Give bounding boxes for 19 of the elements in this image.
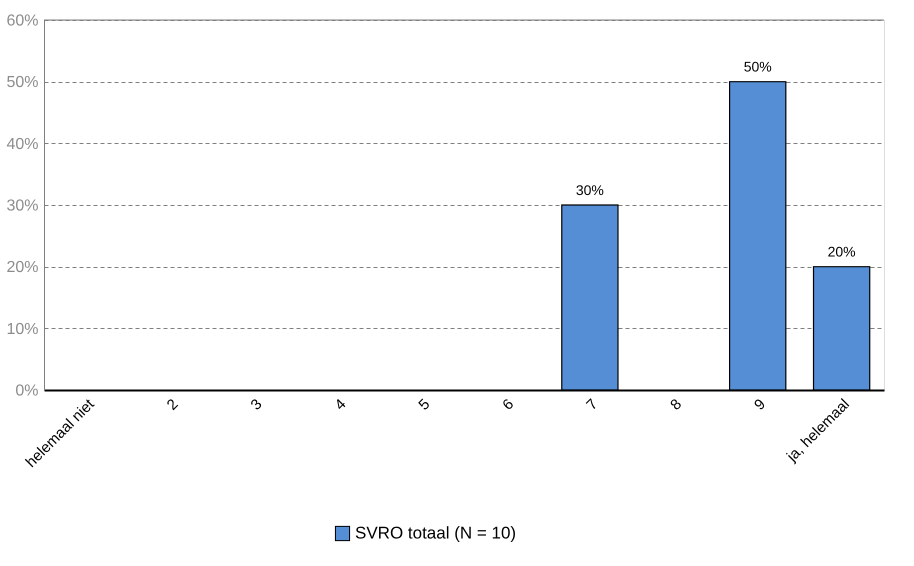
y-tick-label: 0% <box>15 382 38 400</box>
x-tick-label: 4 <box>332 396 350 414</box>
data-label: 20% <box>828 244 856 260</box>
y-tick-label: 10% <box>6 320 38 338</box>
y-tick-label: 20% <box>6 259 38 276</box>
x-tick-label: 6 <box>499 396 518 414</box>
x-tick-label: 9 <box>751 396 770 414</box>
y-tick-label: 30% <box>6 198 38 214</box>
data-label: 30% <box>576 182 604 198</box>
data-label: 50% <box>744 58 772 75</box>
y-tick-label: 40% <box>6 136 38 153</box>
x-tick-label: 7 <box>583 396 602 414</box>
x-tick-label: 5 <box>415 396 434 414</box>
y-tick-label: 50% <box>6 74 38 92</box>
x-tick-label: 3 <box>248 396 266 414</box>
x-tick-label: 8 <box>667 396 686 414</box>
y-tick-label: 60% <box>6 12 38 30</box>
legend-label: SVRO totaal (N = 10) <box>355 524 516 542</box>
x-tick-label: 2 <box>164 396 182 414</box>
